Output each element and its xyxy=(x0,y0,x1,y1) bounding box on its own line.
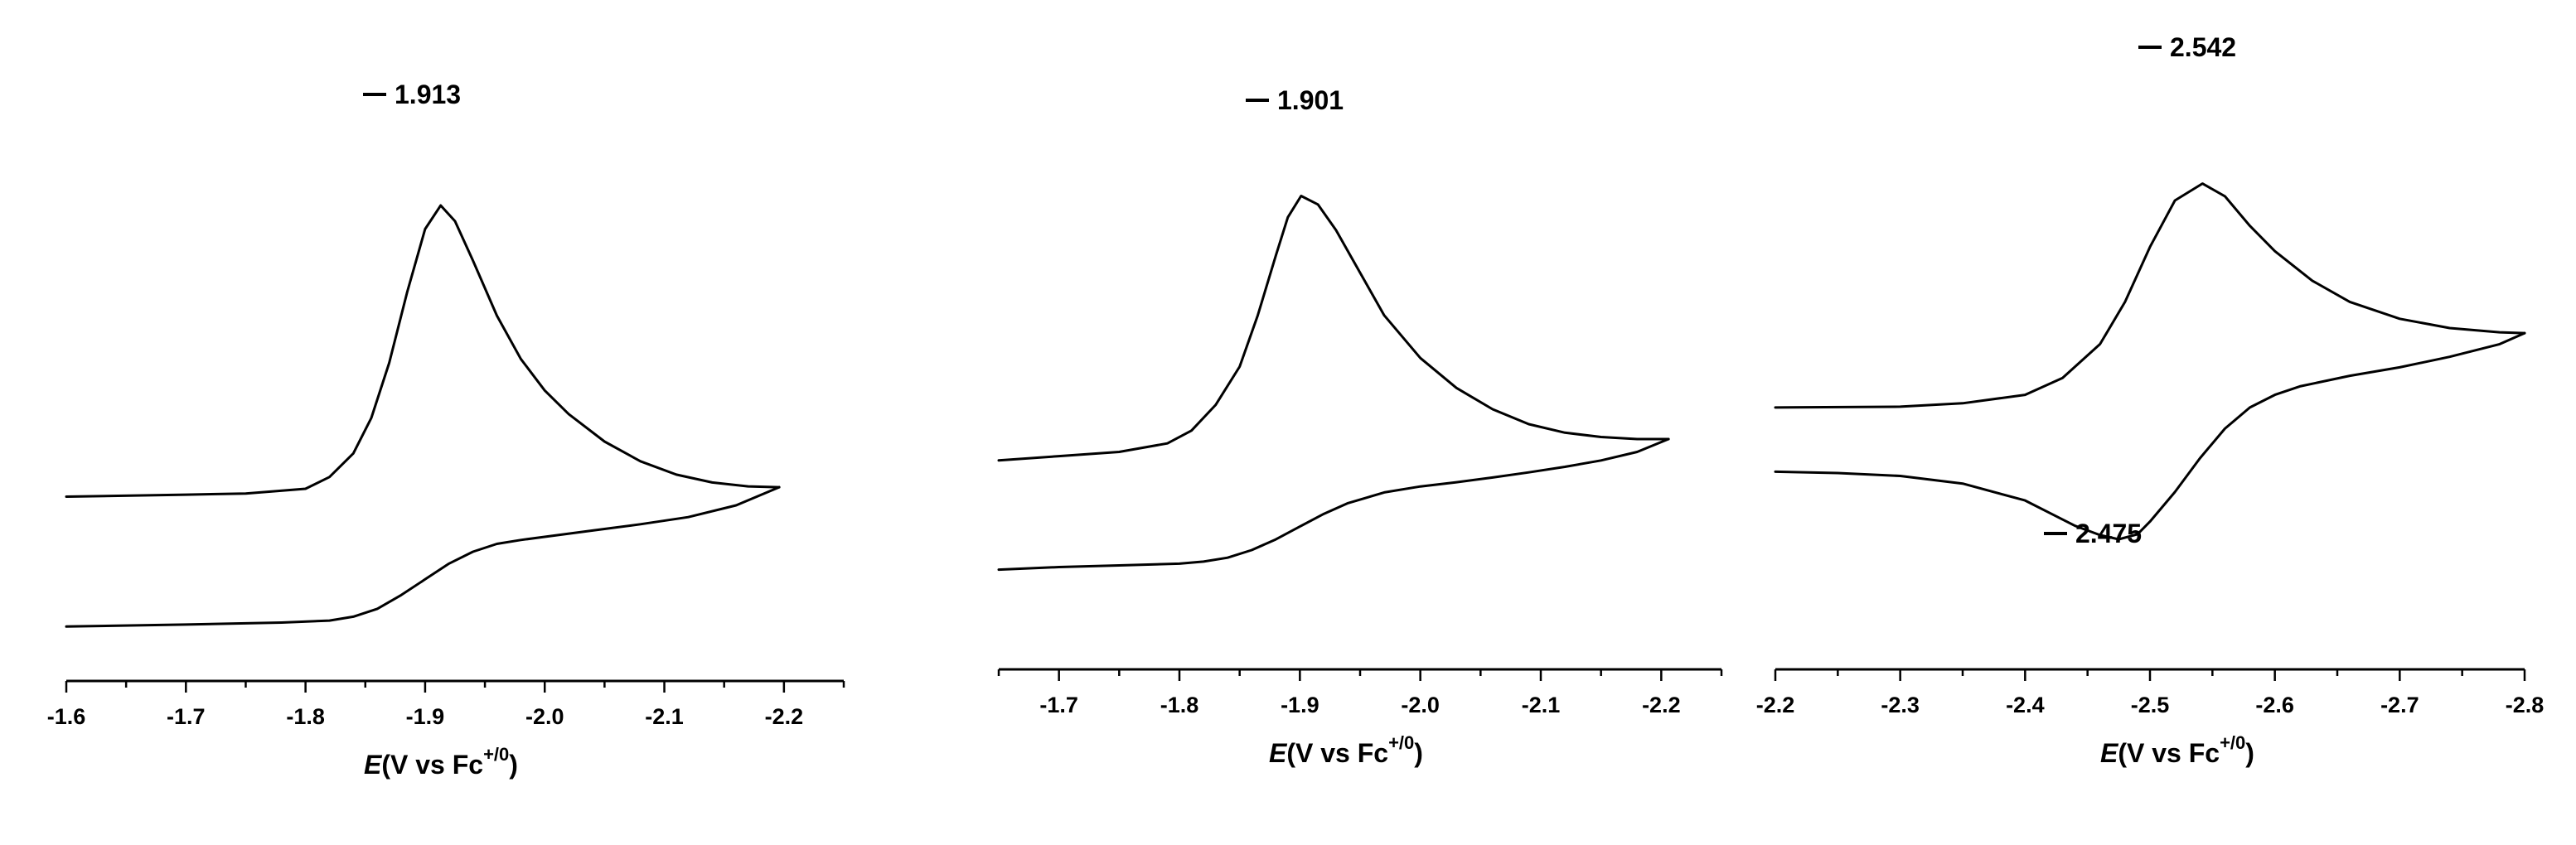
x-tick-label: -2.0 xyxy=(1401,693,1440,717)
panel-3: -2.2 -2.3 -2.4 -2.5 -2.6 -2.7 -2.8 E(V vs Fc+/0… xyxy=(1756,32,2545,768)
x-tick-label: -2.1 xyxy=(645,704,684,729)
x-axis-title-italic: E xyxy=(2100,738,2119,768)
x-axis-title-text: (V vs Fc xyxy=(381,750,483,780)
x-axis-title-close: ) xyxy=(509,750,518,780)
x-axis-title-superscript: +/0 xyxy=(483,744,509,765)
x-tick-label: -2.7 xyxy=(2380,693,2419,717)
x-tick-label: -2.4 xyxy=(2006,693,2045,717)
x-axis-title: E(V vs Fc+/0) xyxy=(364,744,518,780)
forward-scan-curve xyxy=(65,204,781,498)
x-axis-title: E(V vs Fc+/0) xyxy=(1269,732,1423,768)
x-axis-title-superscript: +/0 xyxy=(1388,732,1414,753)
x-axis-title-text: (V vs Fc xyxy=(1286,738,1388,768)
peak-potential-label: 2.475 xyxy=(2075,519,2142,548)
forward-scan-curve xyxy=(1774,182,2526,409)
x-tick-label: -2.1 xyxy=(1522,693,1561,717)
peak-potential-label: 1.913 xyxy=(395,80,461,109)
x-axis-title-text: (V vs Fc xyxy=(2118,738,2220,768)
x-tick-label: -1.6 xyxy=(47,704,86,729)
x-tick-label: -2.2 xyxy=(765,704,804,729)
forward-scan-curve xyxy=(997,195,1670,462)
x-axis-title: E(V vs Fc+/0) xyxy=(2100,732,2254,768)
reverse-scan-curve xyxy=(65,485,781,628)
x-tick-label: -2.2 xyxy=(1642,693,1681,717)
x-tick-label: -1.9 xyxy=(406,704,445,729)
x-tick-label: -2.6 xyxy=(2255,693,2294,717)
x-tick-label: -1.7 xyxy=(167,704,206,729)
x-tick-label: -2.0 xyxy=(525,704,564,729)
x-axis-title-italic: E xyxy=(1269,738,1288,768)
x-tick-label: -2.3 xyxy=(1881,693,1920,717)
x-tick-label: -1.9 xyxy=(1281,693,1319,717)
x-axis-title-close: ) xyxy=(2245,738,2254,768)
x-tick-label: -2.5 xyxy=(2131,693,2170,717)
reverse-scan-curve xyxy=(997,437,1670,572)
x-tick-label: -2.8 xyxy=(2506,693,2545,717)
peak-potential-label: 1.901 xyxy=(1277,85,1344,115)
x-axis-title-close: ) xyxy=(1414,738,1423,768)
x-tick-label: -2.2 xyxy=(1756,693,1795,717)
panel-2: -1.7 -1.8 -1.9 -2.0 -2.1 -2.2 E(V vs Fc+/0) 1.9… xyxy=(997,85,1723,768)
x-axis-title-superscript: +/0 xyxy=(2220,732,2245,753)
peak-potential-label: 2.542 xyxy=(2170,32,2236,62)
x-tick-label: -1.8 xyxy=(286,704,325,729)
x-axis-title-italic: E xyxy=(364,750,383,780)
panel-1: -1.6 -1.7 -1.8 -1.9 -2.0 -2.1 -2.2 E(V vs Fc+/0… xyxy=(47,80,845,780)
reverse-scan-curve xyxy=(1774,331,2526,541)
x-tick-label: -1.8 xyxy=(1160,693,1199,717)
x-tick-label: -1.7 xyxy=(1039,693,1078,717)
